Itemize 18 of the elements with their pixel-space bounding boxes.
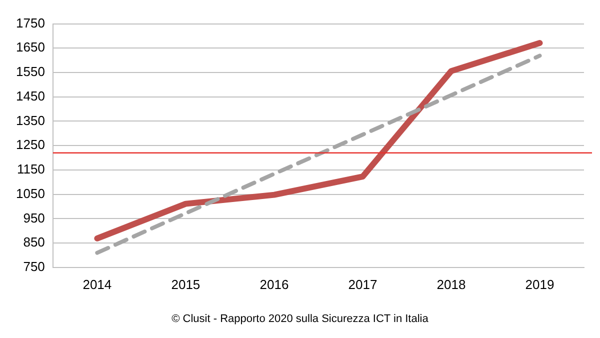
y-tick-label: 1750 — [16, 15, 45, 30]
y-tick-label: 850 — [23, 234, 45, 250]
y-tick-label: 1350 — [16, 112, 45, 128]
x-tick-label: 2014 — [82, 276, 112, 292]
x-tick-label: 2018 — [436, 276, 466, 292]
text: © Clusit - Rapporto 2020 sulla Sicurezza ICT in Italia — [170, 313, 430, 325]
y-tick-label: 950 — [23, 210, 45, 226]
y-tick-label: 1250 — [16, 137, 45, 152]
y-tick-label: 1050 — [16, 186, 45, 201]
y-tick-label: 1150 — [16, 162, 45, 177]
y-tick-label: 1550 — [16, 64, 45, 80]
x-tick-label: 2017 — [348, 276, 378, 292]
x-tick-label: 2016 — [260, 276, 289, 292]
x-tick-label: 2019 — [525, 276, 554, 292]
x-tick-label: 2015 — [171, 276, 200, 292]
y-tick-label: 1650 — [16, 40, 45, 55]
y-tick-label: 750 — [23, 258, 45, 274]
y-tick-label: 1450 — [16, 88, 45, 104]
